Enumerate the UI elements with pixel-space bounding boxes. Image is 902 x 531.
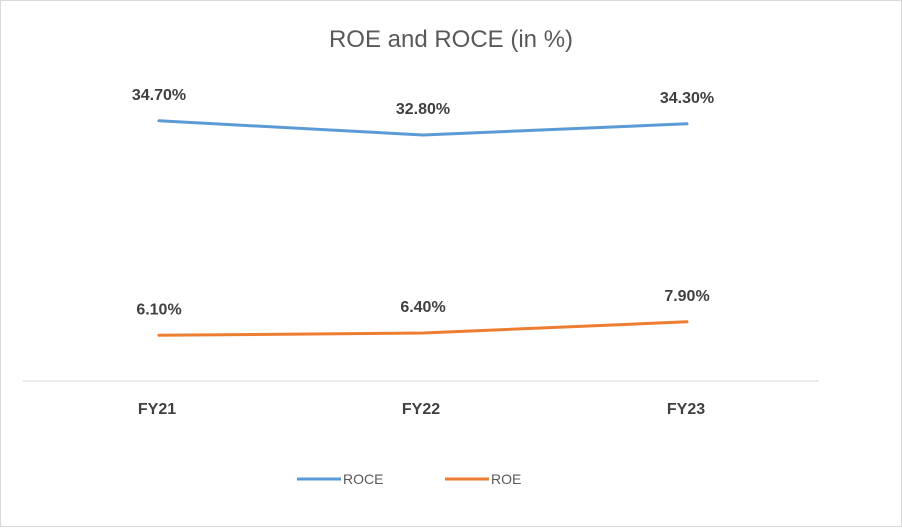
x-tick-fy23: FY23: [667, 401, 705, 418]
data-label-roce-fy22: 32.80%: [396, 101, 450, 118]
chart-title: ROE and ROCE (in %): [329, 26, 573, 53]
legend: ROCE ROE: [297, 471, 521, 487]
x-tick-fy21: FY21: [138, 401, 176, 418]
data-label-roce-fy21: 34.70%: [132, 87, 186, 104]
data-label-roe-fy23: 7.90%: [664, 288, 709, 305]
data-label-roce-fy23: 34.30%: [660, 90, 714, 107]
legend-label-roe: ROE: [491, 471, 521, 487]
data-labels: 34.70% 32.80% 34.30% 6.10% 6.40% 7.90%: [132, 87, 714, 318]
series-line-roe: [157, 320, 689, 337]
x-tick-fy22: FY22: [402, 401, 440, 418]
series-line-roce: [157, 119, 689, 137]
series-layer: [157, 119, 689, 337]
legend-label-roce: ROCE: [343, 471, 383, 487]
data-label-roe-fy21: 6.10%: [136, 301, 181, 318]
data-label-roe-fy22: 6.40%: [400, 299, 445, 316]
